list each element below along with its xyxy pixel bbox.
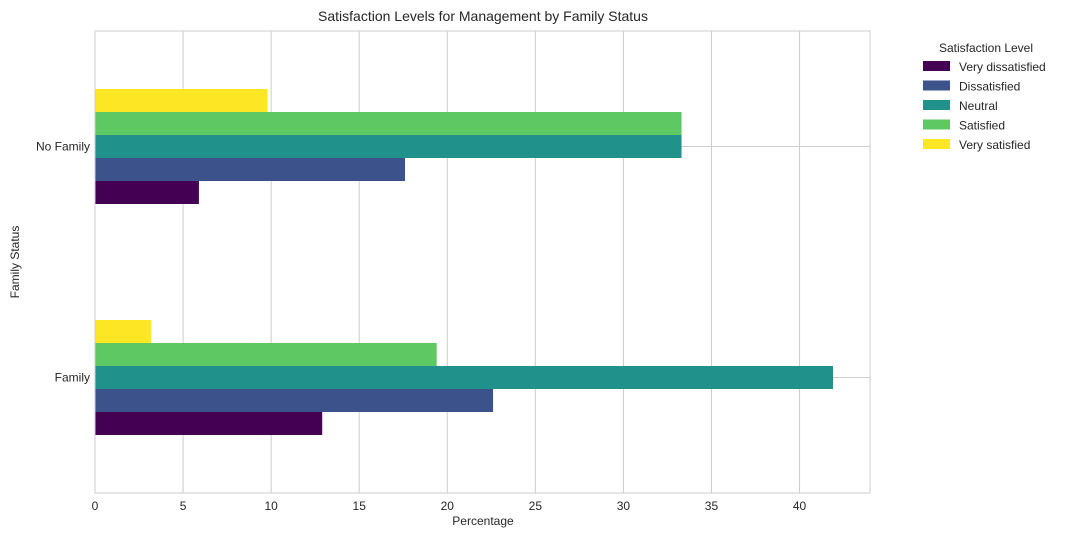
bars bbox=[95, 89, 834, 435]
x-tick-label: 35 bbox=[705, 499, 719, 513]
x-tick-label: 30 bbox=[617, 499, 631, 513]
legend-label: Very satisfied bbox=[959, 138, 1030, 152]
bar bbox=[95, 135, 682, 158]
y-tick-label: Family bbox=[55, 371, 90, 385]
legend: Satisfaction Level Very dissatisfied Diss… bbox=[923, 41, 1046, 152]
legend-swatch bbox=[923, 139, 950, 149]
legend-label: Neutral bbox=[959, 99, 998, 113]
legend-label: Dissatisfied bbox=[959, 80, 1020, 94]
legend-label: Satisfied bbox=[959, 119, 1005, 133]
chart-title: Satisfaction Levels for Management by Fa… bbox=[318, 8, 648, 24]
legend-swatch bbox=[923, 119, 950, 130]
legend-title: Satisfaction Level bbox=[939, 41, 1033, 55]
x-axis-label: Percentage bbox=[452, 514, 514, 528]
x-tick-label: 25 bbox=[529, 499, 543, 513]
x-tick-label: 40 bbox=[793, 499, 807, 513]
y-tick-label: No Family bbox=[36, 140, 90, 154]
x-tick-label: 15 bbox=[353, 499, 367, 513]
bar bbox=[95, 320, 152, 343]
legend-swatch bbox=[923, 61, 950, 71]
plot-frame bbox=[94, 30, 871, 494]
bar bbox=[95, 412, 323, 435]
x-tick-label: 20 bbox=[441, 499, 455, 513]
bar bbox=[95, 112, 682, 135]
x-tick-label: 10 bbox=[264, 499, 278, 513]
bar bbox=[95, 181, 199, 204]
y-axis-label: Family Status bbox=[8, 226, 22, 299]
x-axis-ticks: 0 5 10 15 20 25 30 35 40 bbox=[92, 499, 807, 513]
bar bbox=[95, 389, 494, 412]
legend-label: Very dissatisfied bbox=[959, 60, 1046, 74]
bar bbox=[95, 366, 834, 389]
legend-items: Very dissatisfied Dissatisfied Neutral Sati… bbox=[923, 60, 1046, 152]
legend-swatch bbox=[923, 100, 950, 110]
bar bbox=[95, 89, 268, 112]
x-tick-label: 5 bbox=[180, 499, 187, 513]
x-tick-label: 0 bbox=[92, 499, 99, 513]
bar bbox=[95, 343, 437, 366]
bar bbox=[95, 158, 405, 181]
y-axis-ticks: Family No Family bbox=[36, 140, 90, 385]
legend-swatch bbox=[923, 80, 950, 91]
